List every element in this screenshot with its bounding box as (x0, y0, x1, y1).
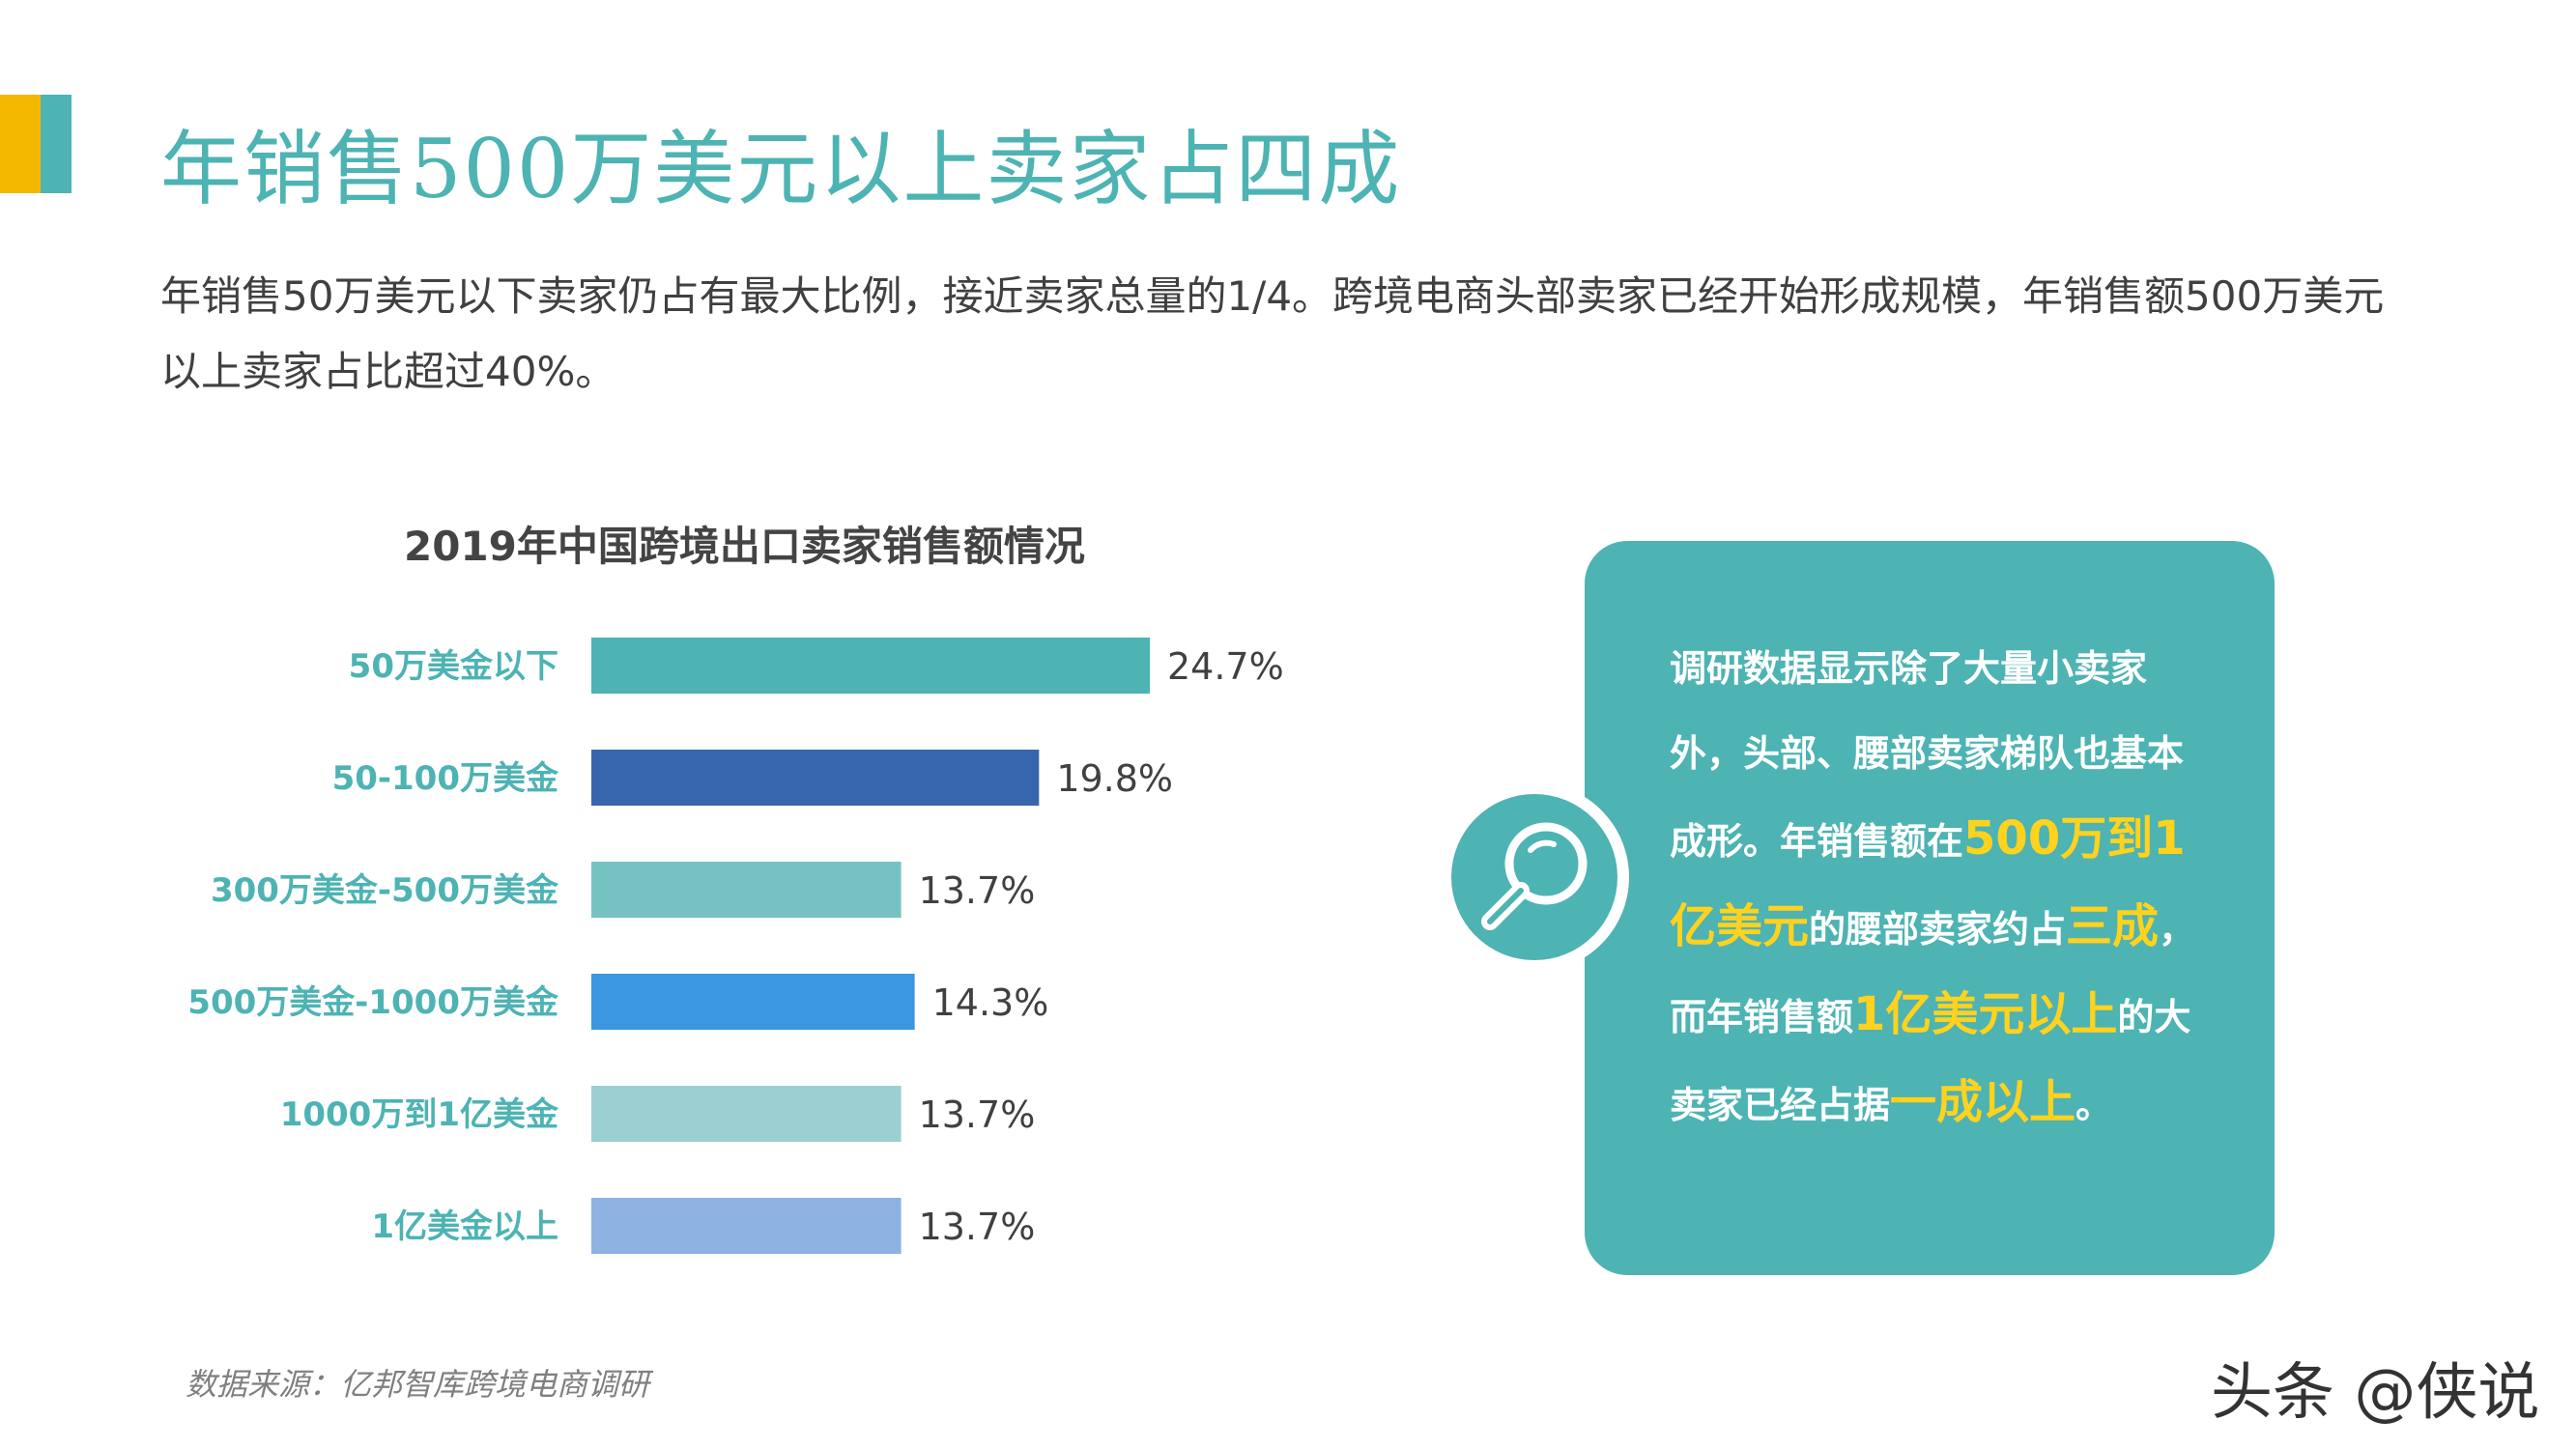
category-label: 500万美金-1000万美金 (187, 983, 559, 1022)
info-text-part: 的大卖家已经占据 (1670, 996, 2191, 1126)
accent-bar-yellow (0, 95, 41, 193)
info-text-part: ，而年销售额 (1670, 908, 2196, 1038)
category-label: 300万美金-500万美金 (211, 871, 559, 910)
bar (591, 1086, 902, 1142)
intro-paragraph: 年销售50万美元以下卖家仍占有最大比例，接近卖家总量的1/4。跨境电商头部卖家已… (160, 272, 2385, 395)
value-label: 13.7% (919, 869, 1036, 912)
bar (591, 750, 1040, 806)
chart-title: 2019年中国跨境出口卖家销售额情况 (404, 523, 1085, 570)
info-highlight: 一成以上 (1890, 1075, 2076, 1129)
category-label: 50万美金以下 (349, 647, 558, 686)
value-label: 19.8% (1056, 757, 1173, 800)
category-label: 1000万到1亿美金 (280, 1095, 559, 1134)
value-label: 13.7% (919, 1206, 1036, 1248)
info-text-part: 调研数据显示除了大量小卖家外，头部、腰部卖家梯队也基本成形。年销售额在 (1670, 647, 2185, 863)
bar (591, 862, 902, 918)
bar (591, 974, 915, 1030)
value-label: 14.3% (932, 981, 1049, 1024)
watermark: 头条 @侠说 (2211, 1357, 2540, 1429)
value-label: 24.7% (1167, 645, 1284, 688)
accent-bar-teal (41, 95, 72, 193)
bar-chart: 50万美金以下 24.7% 50-100万美金 19.8% 300万美金-500万美金 1… (187, 638, 1284, 1254)
info-box: 调研数据显示除了大量小卖家外，头部、腰部卖家梯队也基本成形。年销售额在500万到… (1585, 541, 2275, 1275)
category-label: 1亿美金以上 (371, 1208, 558, 1246)
info-text-part: 的腰部卖家约占 (1809, 908, 2067, 951)
info-highlight: 1亿美元以上 (1853, 987, 2118, 1041)
info-highlight: 500万到1亿美元 (1670, 811, 2186, 953)
magnifier-icon (1481, 822, 1588, 930)
category-label: 50-100万美金 (332, 759, 559, 798)
value-label: 13.7% (919, 1094, 1036, 1136)
info-highlight: 三成 (2066, 899, 2160, 953)
page-title: 年销售500万美元以上卖家占四成 (160, 122, 1402, 216)
info-text: 调研数据显示除了大量小卖家外，头部、腰部卖家梯队也基本成形。年销售额在500万到… (1670, 626, 2211, 1148)
bar (591, 1198, 902, 1254)
bar (591, 638, 1150, 694)
info-text-part: 。 (2075, 1084, 2113, 1126)
magnifier-badge-inner (1451, 794, 1617, 960)
data-source: 数据来源：亿邦智库跨境电商调研 (186, 1366, 650, 1403)
